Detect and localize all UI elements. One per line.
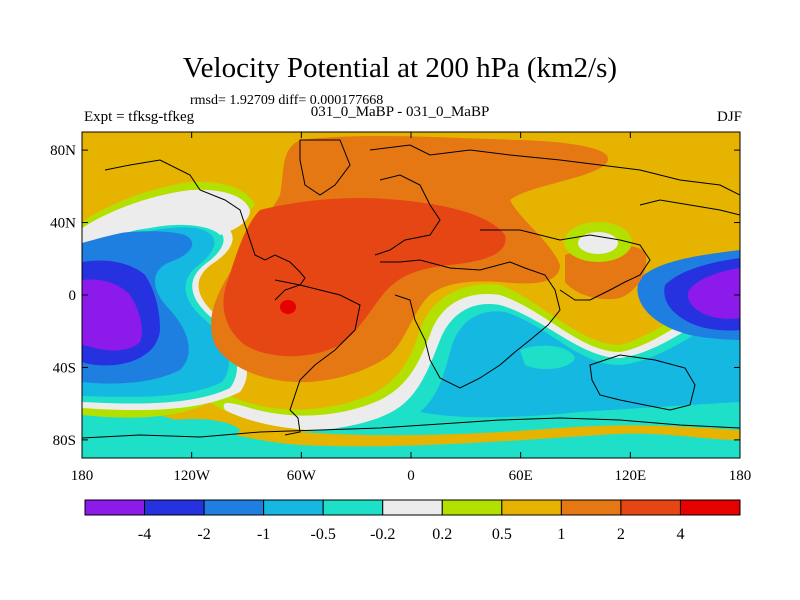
colorbar-label-0: -4 [138,526,151,543]
y-tick-label-4: 80S [53,433,76,449]
x-tick-label-0: 180 [71,468,94,484]
subtitle-left: Expt = tfksg-tfkeg [84,109,195,125]
coastline-antarctica [82,417,740,439]
coastline-asia [480,229,651,301]
colorbar-label-3: -0.5 [311,526,336,543]
x-tick-label-3: 0 [407,468,415,484]
field-band-south-teal [82,395,740,458]
colorbar-label-9: 4 [676,526,684,543]
y-tick-label-3: 40S [53,360,76,376]
colorbar-swatch-10 [679,499,741,516]
field-band-below-neg4-east [687,268,740,319]
coastline-australia [589,354,696,411]
colorbar-label-1: -2 [197,526,210,543]
field-max-cell [280,300,296,314]
colorbar-label-4: -0.2 [370,526,395,543]
field-band-neg1-neg0.5-east [420,311,740,418]
coastlines [82,139,740,439]
velocity-potential-field [82,132,740,458]
field-band-green-ribbon [82,181,255,228]
colorbar: -4 -2 -1 -0.5 -0.2 0.2 0.5 1 2 4 [84,499,741,543]
field-band-2-4 [223,198,506,357]
axes: 180 120W 60W 0 60E 120E 180 80N 40N 0 40S 80S [50,132,751,484]
subtitle-center: 031_0_MaBP - 031_0_MaBP [310,104,490,120]
subtitle-right: DJF [716,109,742,125]
colorbar-label-8: 2 [617,526,625,543]
field-band-neg0.2-0.2-asia [578,232,618,254]
colorbar-label-2: -1 [257,526,270,543]
field-band-below-neg4-west [82,279,142,351]
coastline-europe [374,174,441,256]
colorbar-swatch-3 [263,499,324,516]
colorbar-swatch-6 [441,499,503,516]
colorbar-label-7: 1 [557,526,565,543]
y-tick-label-0: 80N [50,143,76,159]
coastline-north-pacific-rim [639,199,740,216]
stats-label: rmsd= 1.92709 diff= 0.000177668 [190,93,384,108]
x-tick-label-1: 120W [173,468,211,484]
x-tick-label-5: 120E [614,468,646,484]
coastline-africa [380,259,561,389]
colorbar-swatch-0 [84,499,146,516]
colorbar-swatch-8 [560,499,622,516]
colorbar-swatch-2 [203,499,265,516]
chart-title: Velocity Potential at 200 hPa (km2/s) [182,52,618,84]
coastline-eurasia-north [369,144,740,196]
coastline-south-america [274,279,361,436]
colorbar-swatch-5 [382,499,443,516]
coastline-north-america [104,159,306,301]
colorbar-label-5: 0.2 [432,526,452,543]
x-tick-label-2: 60W [287,468,317,484]
x-tick-label-4: 60E [509,468,533,484]
colorbar-label-6: 0.5 [492,526,512,543]
colorbar-swatch-1 [144,499,205,516]
colorbar-swatch-9 [620,499,681,516]
field-band-teal-south-atlantic [520,345,575,370]
coastline-greenland [299,139,351,196]
colorbar-swatch-7 [501,499,562,516]
x-tick-label-6: 180 [729,468,752,484]
y-tick-label-1: 40N [50,216,76,232]
colorbar-swatch-4 [322,499,384,516]
y-tick-label-2: 0 [69,288,77,304]
field-band-white-ribbon [82,189,250,243]
